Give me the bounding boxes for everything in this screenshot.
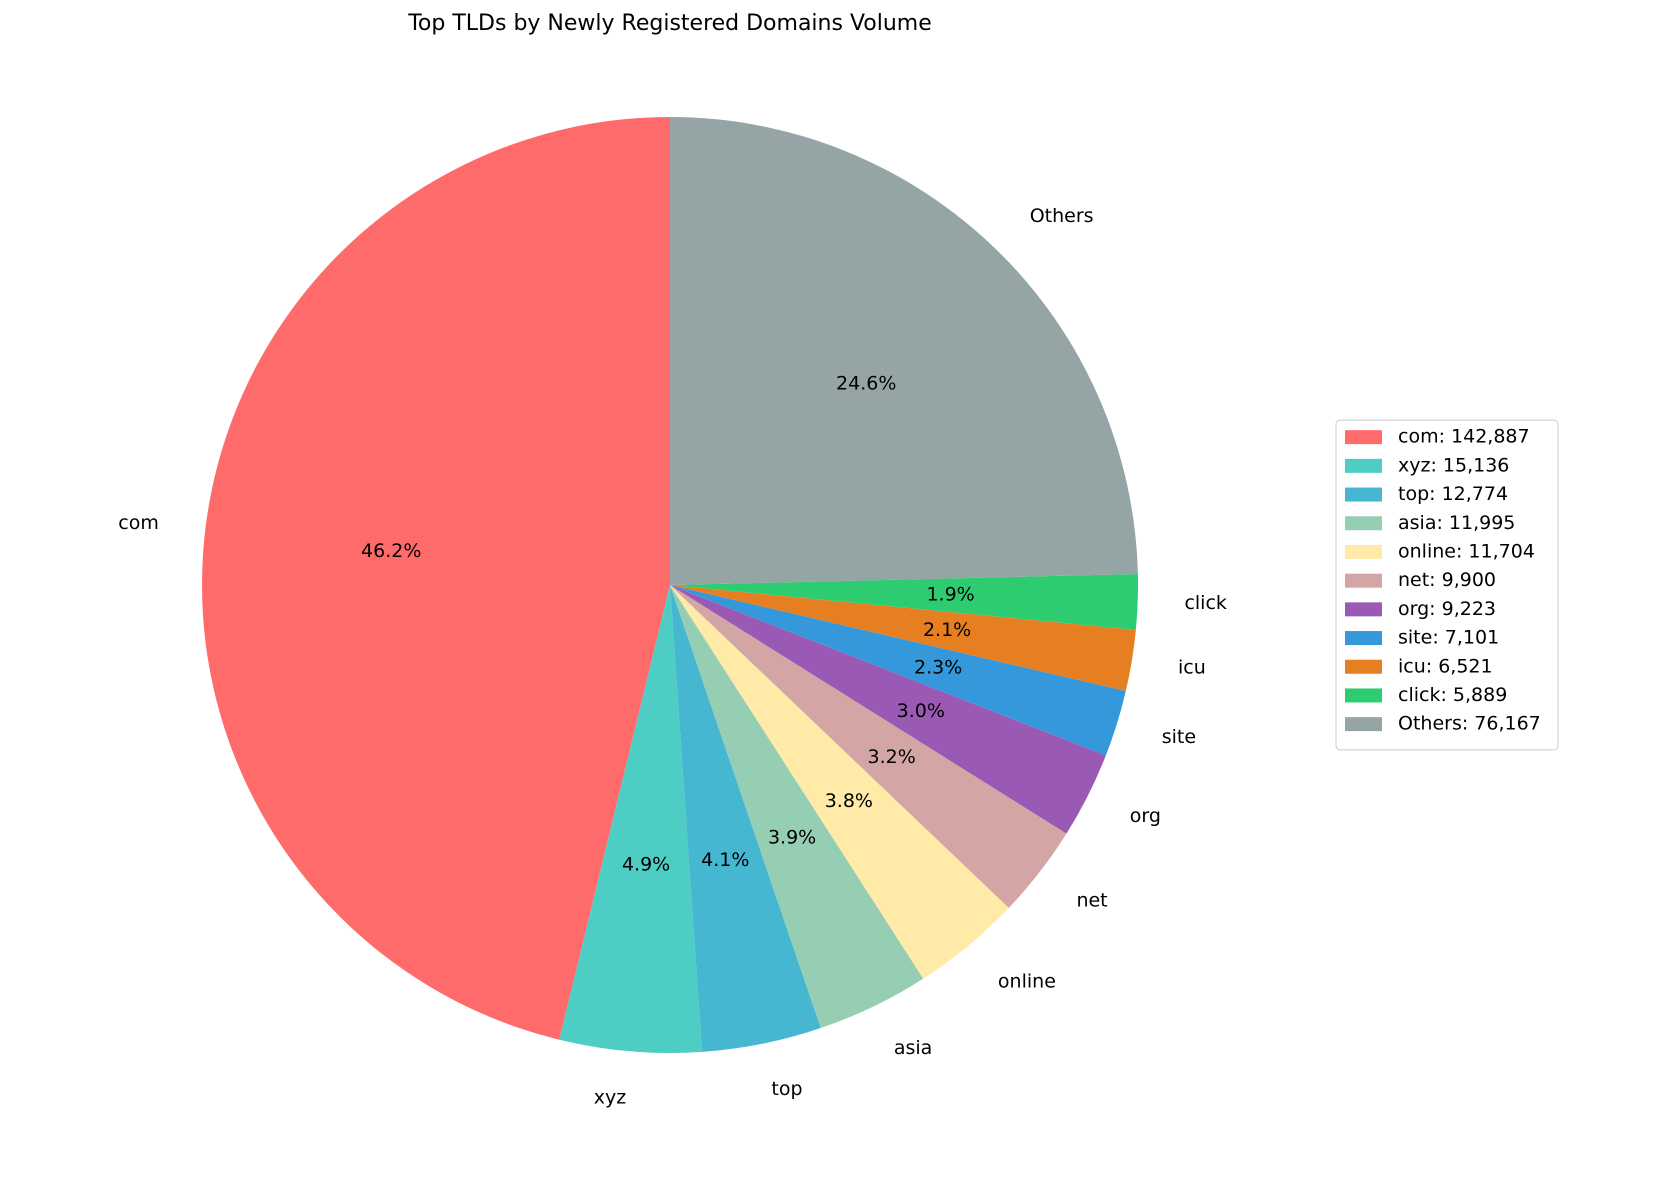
legend-swatch: [1345, 659, 1382, 674]
percent-label: 3.0%: [897, 700, 945, 722]
slice-label: click: [1184, 592, 1226, 614]
pie-slice: [670, 585, 924, 1029]
percent-label: 3.8%: [825, 790, 873, 812]
pie-slice: [201, 117, 670, 1040]
legend-swatch: [1345, 573, 1382, 588]
pie-slice: [670, 585, 1126, 756]
slice-label: site: [1162, 726, 1196, 748]
legend-label: icu: 6,521: [1398, 655, 1493, 677]
legend-label: org: 9,223: [1398, 598, 1496, 620]
legend-swatch: [1345, 544, 1382, 559]
percent-label: 46.2%: [361, 540, 421, 562]
percent-label: 3.2%: [868, 746, 916, 768]
pie-slice: [670, 585, 821, 1052]
legend-label: xyz: 15,136: [1398, 454, 1509, 476]
percent-label: 2.1%: [923, 619, 971, 641]
legend-swatch: [1345, 717, 1382, 732]
legend-swatch: [1345, 516, 1382, 531]
legend-label: Others: 76,167: [1398, 713, 1541, 735]
slice-label: asia: [894, 1037, 932, 1059]
pie-slice: [670, 573, 1138, 630]
pie-slice: [670, 117, 1138, 585]
legend-swatch: [1345, 487, 1382, 502]
legend-label: top: 12,774: [1398, 483, 1508, 505]
pie-slice: [670, 585, 1067, 908]
legend: com: 142,887 xyz: 15,136 top: 12,774 asia: …: [1335, 419, 1559, 751]
slice-label: top: [771, 1078, 802, 1100]
slice-label: org: [1130, 805, 1161, 827]
percent-label: 1.9%: [926, 584, 974, 606]
legend-label: com: 142,887: [1398, 426, 1530, 448]
chart-title: Top TLDs by Newly Registered Domains Vol…: [407, 11, 932, 36]
legend-swatch: [1345, 458, 1382, 473]
legend-label: asia: 11,995: [1398, 512, 1515, 534]
legend-label: click: 5,889: [1398, 684, 1507, 706]
percent-label: 3.9%: [768, 826, 816, 848]
legend-swatch: [1345, 602, 1382, 617]
legend-label: net: 9,900: [1398, 569, 1496, 591]
pie-slice: [670, 585, 1136, 692]
legend-frame: [1335, 419, 1559, 751]
pie-slice: [670, 585, 1106, 834]
slice-label: icu: [1178, 657, 1206, 679]
pie-slice: [559, 585, 703, 1053]
slice-label: net: [1076, 889, 1107, 911]
slice-label: Others: [1030, 205, 1094, 227]
slice-label: online: [998, 970, 1056, 992]
slice-label: com: [118, 512, 159, 534]
legend-swatch: [1345, 430, 1382, 445]
percent-label: 24.6%: [836, 373, 896, 395]
legend-swatch: [1345, 631, 1382, 646]
percent-label: 4.1%: [701, 849, 749, 871]
legend-label: online: 11,704: [1398, 540, 1535, 562]
legend-swatch: [1345, 688, 1382, 703]
slice-label: xyz: [594, 1086, 626, 1108]
percent-label: 4.9%: [622, 853, 670, 875]
legend-label: site: 7,101: [1398, 627, 1499, 649]
pie-slice: [670, 585, 1009, 979]
percent-label: 2.3%: [914, 657, 962, 679]
